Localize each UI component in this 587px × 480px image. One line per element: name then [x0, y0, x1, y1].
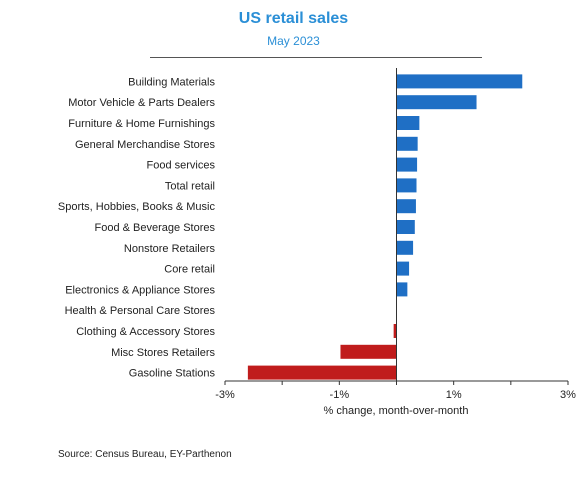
- category-label: Core retail: [164, 264, 215, 276]
- bar-chart: Building Materials Motor Vehicle & Parts …: [58, 68, 576, 417]
- x-tick-label: -3%: [215, 389, 235, 401]
- x-axis-label: % change, month-over-month: [324, 405, 469, 417]
- category-label: Total retail: [165, 180, 215, 192]
- chart-title: US retail sales: [238, 10, 349, 27]
- bar-food-beverage-stores: [396, 220, 415, 234]
- bar-core-retail: [396, 261, 410, 276]
- source-note: Source: Census Bureau, EY-Parthenon: [58, 449, 232, 460]
- bar-clothing-accessory-stores: [393, 324, 397, 338]
- category-label: Food services: [147, 160, 216, 172]
- x-axis: -3% -1% 1% 3%: [215, 68, 576, 401]
- category-label: Health & Personal Care Stores: [65, 305, 216, 317]
- category-label: Electronics & Appliance Stores: [65, 284, 215, 296]
- x-tick-label: -1%: [330, 389, 350, 401]
- category-label: Nonstore Retailers: [124, 243, 216, 255]
- category-label: Gasoline Stations: [129, 368, 216, 380]
- bar-group: [247, 74, 523, 380]
- category-label: General Merchandise Stores: [75, 139, 216, 151]
- bar-total-retail: [396, 178, 417, 193]
- category-label: Food & Beverage Stores: [95, 222, 216, 234]
- category-label: Motor Vehicle & Parts Dealers: [68, 97, 215, 109]
- category-label: Building Materials: [128, 76, 215, 88]
- category-label: Furniture & Home Furnishings: [68, 118, 215, 130]
- bar-gasoline-stations: [247, 365, 397, 380]
- title-divider: [150, 57, 482, 58]
- bar-nonstore-retailers: [396, 240, 414, 255]
- bar-food-services: [396, 157, 418, 172]
- x-tick-label: 1%: [446, 389, 462, 401]
- bar-sports-hobbies-books-music: [396, 199, 416, 214]
- category-label: Sports, Hobbies, Books & Music: [58, 201, 216, 213]
- bar-general-merchandise-stores: [396, 136, 418, 151]
- chart-subtitle: May 2023: [267, 34, 320, 48]
- x-tick-label: 3%: [560, 389, 576, 401]
- bar-building-materials: [396, 74, 523, 89]
- bar-furniture-home-furnishings: [396, 116, 420, 130]
- bar-electronics-appliance-stores: [396, 282, 408, 297]
- bar-motor-vehicle-parts-dealers: [396, 95, 477, 110]
- category-labels: Building Materials Motor Vehicle & Parts …: [58, 76, 216, 379]
- category-label: Misc Stores Retailers: [111, 347, 215, 359]
- category-label: Clothing & Accessory Stores: [76, 326, 215, 338]
- bar-misc-stores-retailers: [340, 344, 397, 359]
